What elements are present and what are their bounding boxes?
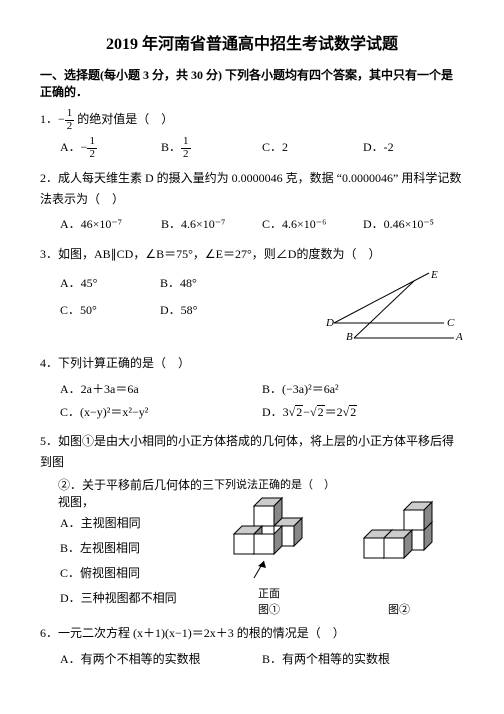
q5-row: ②．关于平移前后几何体的三视图， A．主视图相同 B．左视图相同 C．俯视图相同… [40, 476, 464, 617]
q5-stem3: 下列说法正确的是（ ） [214, 476, 464, 492]
q2-optB: B．4.6×10⁻⁷ [161, 213, 262, 236]
q5-optA: A．主视图相同 [60, 512, 214, 535]
svg-text:E: E [430, 269, 438, 281]
q4-stem: 4．下列计算正确的是（ ） [40, 353, 464, 373]
q2-optC: C．4.6×10⁻⁶ [262, 213, 363, 236]
section-header: 一、选择题(每小题 3 分，共 30 分) 下列各小题均有四个答案，其中只有一个… [40, 66, 464, 100]
q2-stem: 2．成人每天维生素 D 的摄入量约为 0.0000046 克，数据 “0.000… [40, 168, 464, 209]
q4-optA: A．2a＋3a＝6a [60, 378, 262, 401]
q3-opts-line2: C．50° D．58° [60, 299, 324, 322]
q4-optC: C．(x−y)²＝x²−y² [60, 401, 262, 424]
q5-fig1-svg [214, 496, 324, 581]
page-title: 2019 年河南省普通高中招生考试数学试题 [40, 30, 464, 54]
q3-optD: D．58° [160, 299, 260, 322]
q5-fig2-label: 图② [344, 601, 454, 617]
q5-optD: D．三种视图都不相同 [60, 587, 214, 610]
q1-optD: D．-2 [363, 136, 464, 160]
q5-fig1-label: 图① [214, 601, 324, 617]
q4-optB: B．(−3a)²＝6a² [262, 378, 464, 401]
exam-page: 2019 年河南省普通高中招生考试数学试题 一、选择题(每小题 3 分，共 30… [0, 0, 504, 698]
q3-stem: 3．如图，AB∥CD，∠B＝75°，∠E＝27°，则∠D的度数为（ ） [40, 244, 464, 264]
q6-options: A．有两个不相等的实数根 B．有两个相等的实数根 [60, 648, 464, 671]
q3-figure: E D C B A [324, 268, 464, 347]
q6-optB: B．有两个相等的实数根 [262, 648, 464, 671]
q1-optA: A．−12 [60, 136, 161, 160]
q2-options: A．46×10⁻⁷ B．4.6×10⁻⁷ C．4.6×10⁻⁶ D．0.46×1… [60, 213, 464, 236]
q3-opts-block: A．45° B．48° C．50° D．58° [40, 268, 324, 347]
svg-text:A: A [455, 331, 463, 343]
q5-cubes-row: 正面 图① [214, 496, 464, 617]
q2-optA: A．46×10⁻⁷ [60, 213, 161, 236]
q4-options: A．2a＋3a＝6a B．(−3a)²＝6a² C．(x−y)²＝x²−y² D… [60, 378, 464, 424]
q5-optC: C．俯视图相同 [60, 562, 214, 585]
q5-optB: B．左视图相同 [60, 537, 214, 560]
svg-text:D: D [325, 317, 334, 329]
q1-neg: − [58, 112, 65, 126]
q5-fig1-block: 正面 图① [214, 496, 324, 617]
q3-optC: C．50° [60, 299, 160, 322]
q3-row: A．45° B．48° C．50° D．58° E D C B A [40, 268, 464, 347]
q3-opts-line1: A．45° B．48° [60, 272, 324, 295]
q5-fig2-block: 图② [344, 500, 454, 617]
q6-optA: A．有两个不相等的实数根 [60, 648, 262, 671]
svg-text:C: C [447, 317, 455, 329]
q5-stem1: 5．如图①是由大小相同的小正方体搭成的几何体，将上层的小正方体平移后得到图 [40, 431, 464, 472]
q3-svg: E D C B A [324, 268, 464, 343]
q5-left: ②．关于平移前后几何体的三视图， A．主视图相同 B．左视图相同 C．俯视图相同… [40, 476, 214, 617]
q1-tail: 的绝对值是（ ） [77, 112, 173, 126]
q1-options: A．−12 B．12 C．2 D．-2 [60, 136, 464, 160]
svg-text:B: B [346, 331, 353, 343]
q5-fig2-spacer [344, 589, 454, 601]
q3-optA: A．45° [60, 272, 160, 295]
q5-fig2-svg [344, 500, 454, 585]
q2-optD: D．0.46×10⁻⁵ [363, 213, 464, 236]
q1-stem: 1．−12 的绝对值是（ ） [40, 108, 464, 132]
q6-stem: 6．一元二次方程 (x＋1)(x−1)＝2x＋3 的根的情况是（ ） [40, 623, 464, 643]
q1-optB: B．12 [161, 136, 262, 160]
q4-optD: D．3√2−√2＝2√2 [262, 401, 464, 424]
q5-figs: 下列说法正确的是（ ） [214, 476, 464, 617]
q5-stem2-row: ②．关于平移前后几何体的三视图， [40, 476, 214, 510]
q3-optB: B．48° [160, 272, 260, 295]
q5-front-label: 正面 [214, 585, 324, 601]
q1-num: 1． [40, 112, 58, 126]
q1-optC: C．2 [262, 136, 363, 160]
q1-frac: 12 [65, 108, 75, 132]
